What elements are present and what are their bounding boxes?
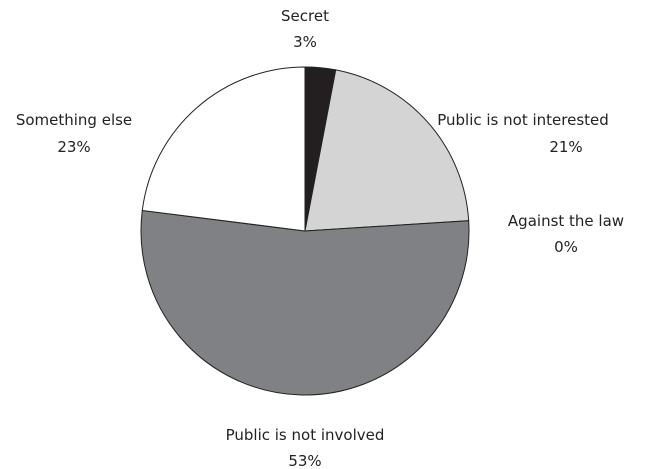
label-something-else: Something else [16, 111, 132, 129]
label-public-not-involved: Public is not involved [226, 426, 385, 444]
pie-slices [140, 66, 470, 396]
value-something-else: 23% [57, 138, 90, 156]
label-secret: Secret [281, 7, 329, 25]
slice-public-is-not-interested [304, 69, 470, 232]
value-secret: 3% [293, 33, 317, 51]
value-public-not-involved: 53% [288, 452, 321, 469]
slice-something-else [141, 66, 306, 232]
label-public-not-interested: Public is not interested [437, 111, 609, 129]
value-against-the-law: 0% [554, 238, 578, 256]
slice-public-is-not-involved [140, 209, 470, 396]
value-public-not-interested: 21% [549, 138, 582, 156]
label-against-the-law: Against the law [508, 212, 624, 230]
